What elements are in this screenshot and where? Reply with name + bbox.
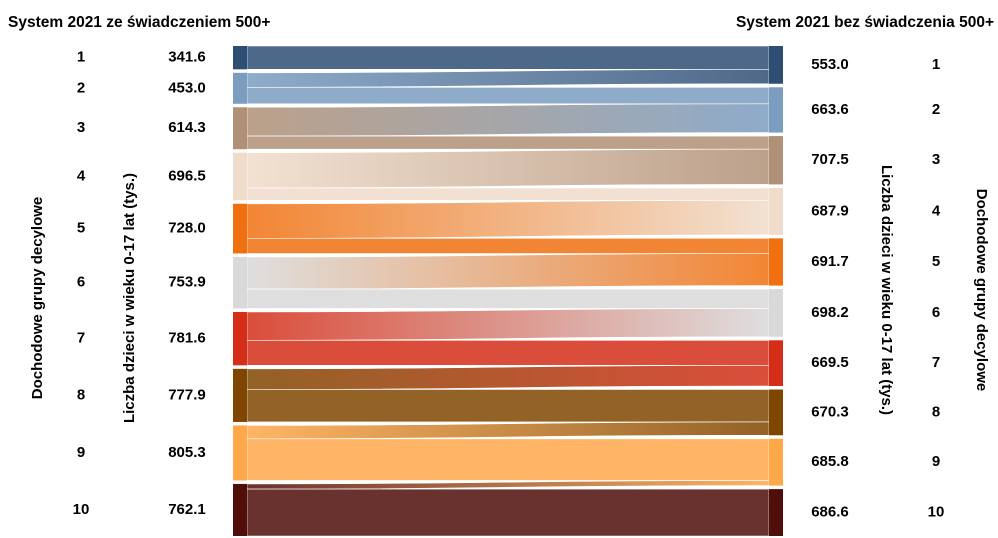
left-decile-6: 6: [77, 274, 85, 291]
left-node-5: [233, 203, 247, 254]
flow-2-to-1: [246, 69, 770, 88]
right-value-4: 687.9: [811, 202, 849, 219]
right-node-10: [769, 489, 783, 536]
left-value-axis-label: Liczba dzieci w wieku 0-17 lat (tys.): [121, 173, 138, 423]
flow-6-to-5: [246, 253, 770, 290]
left-node-6: [233, 256, 247, 309]
left-value-3: 614.3: [168, 119, 206, 136]
left-decile-8: 8: [77, 386, 85, 403]
flow-2-to-2: [246, 86, 770, 105]
flow-7-to-7: [246, 339, 770, 366]
right-node-1: [769, 46, 783, 84]
left-decile-7: 7: [77, 330, 85, 347]
right-decile-4: 4: [932, 202, 941, 219]
left-value-10: 762.1: [168, 501, 206, 518]
left-value-5: 728.0: [168, 220, 206, 237]
left-value-9: 805.3: [168, 444, 206, 461]
left-node-1: [233, 46, 247, 70]
right-value-1: 553.0: [811, 56, 849, 73]
right-value-2: 663.6: [811, 101, 849, 118]
right-node-2: [769, 87, 783, 133]
left-decile-axis-label: Dochodowe grupy decylowe: [29, 197, 46, 400]
flow-4-to-4: [246, 187, 770, 201]
right-node-5: [769, 238, 783, 286]
right-value-5: 691.7: [811, 253, 849, 270]
left-decile-10: 10: [73, 501, 90, 518]
left-node-7: [233, 311, 247, 366]
flows-layer: [246, 45, 770, 537]
flow-5-to-4: [246, 199, 770, 239]
flow-4-to-3: [246, 148, 770, 189]
right-value-7: 669.5: [811, 354, 849, 371]
left-node-10: [233, 483, 247, 536]
left-value-1: 341.6: [168, 49, 206, 66]
right-decile-7: 7: [932, 354, 940, 371]
left-value-4: 696.5: [168, 167, 206, 184]
right-title: System 2021 bez świadczenia 500+: [736, 14, 994, 31]
flow-9-to-9: [246, 438, 770, 481]
flow-8-to-8: [246, 389, 770, 423]
right-node-6: [769, 289, 783, 337]
right-value-6: 698.2: [811, 304, 849, 321]
left-value-2: 453.0: [168, 79, 206, 96]
right-value-9: 685.8: [811, 453, 849, 470]
left-node-3: [233, 107, 247, 150]
right-value-10: 686.6: [811, 504, 849, 521]
left-decile-2: 2: [77, 79, 85, 96]
right-value-8: 670.3: [811, 403, 849, 420]
right-decile-3: 3: [932, 151, 940, 168]
right-value-3: 707.5: [811, 151, 849, 168]
right-decile-1: 1: [932, 56, 940, 73]
flow-9-to-8: [246, 421, 770, 440]
right-node-4: [769, 187, 783, 235]
left-node-4: [233, 152, 247, 201]
left-decile-5: 5: [77, 220, 85, 237]
flow-10-to-10: [246, 488, 770, 537]
left-node-8: [233, 368, 247, 422]
left-node-2: [233, 72, 247, 104]
right-decile-2: 2: [932, 101, 940, 118]
left-value-8: 777.9: [168, 386, 206, 403]
left-decile-4: 4: [77, 167, 86, 184]
right-decile-8: 8: [932, 403, 940, 420]
left-value-6: 753.9: [168, 274, 206, 291]
left-decile-9: 9: [77, 444, 85, 461]
left-value-7: 781.6: [168, 330, 206, 347]
node-labels: 1 341.62 453.03 614.34 696.55 728.06 753.97 781…: [73, 49, 945, 521]
left-decile-1: 1: [77, 49, 85, 66]
right-decile-5: 5: [932, 253, 940, 270]
flow-3-to-3: [246, 135, 770, 150]
right-node-8: [769, 389, 783, 436]
flow-6-to-6: [246, 288, 770, 309]
flow-5-to-5: [246, 238, 770, 254]
right-value-axis-label: Liczba dzieci w wieku 0-17 lat (tys.): [878, 165, 895, 415]
flow-8-to-7: [246, 365, 770, 390]
right-decile-9: 9: [932, 453, 940, 470]
nodes-layer: [233, 46, 783, 536]
flow-3-to-2: [246, 103, 770, 137]
right-node-3: [769, 136, 783, 185]
right-decile-6: 6: [932, 304, 940, 321]
flow-7-to-6: [246, 308, 770, 341]
left-title: System 2021 ze świadczeniem 500+: [8, 14, 270, 31]
left-decile-3: 3: [77, 119, 85, 136]
right-decile-axis-label: Dochodowe grupy decylowe: [973, 189, 990, 392]
right-decile-10: 10: [928, 504, 945, 521]
flow-10-to-9: [246, 480, 770, 490]
left-node-9: [233, 425, 247, 481]
right-node-7: [769, 340, 783, 387]
flow-1-to-1: [246, 45, 770, 70]
right-node-9: [769, 438, 783, 486]
